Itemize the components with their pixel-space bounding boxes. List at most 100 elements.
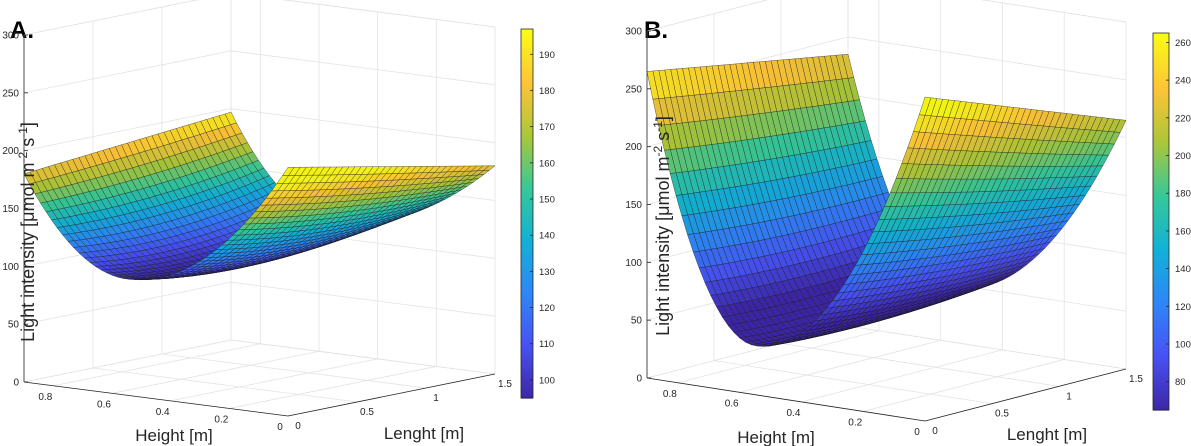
colorbar-segment (521, 271, 533, 276)
colorbar-segment (521, 281, 533, 285)
colorbar-segment (521, 241, 533, 245)
y-tick-label: 0.6 (97, 399, 111, 410)
colorbar-segment (521, 198, 533, 202)
panel-b-colorbar: 80 100 120 140 160 180 200 220 240 260 (1152, 32, 1191, 411)
panel-a: A. 05010015020025030000.20.40.60.800.511… (2, 0, 555, 445)
colorbar-segment (1153, 240, 1169, 245)
colorbar-segment (1153, 369, 1169, 373)
gridline (23, 0, 199, 36)
colorbar-segment (521, 118, 533, 122)
colorbar-segment (1153, 73, 1169, 78)
colorbar-segment (521, 314, 533, 319)
gridline (161, 353, 427, 389)
panel-a-surface (23, 111, 496, 280)
colorbar-segment (1153, 237, 1169, 241)
colorbar-segment (521, 345, 533, 350)
colorbar-segment (1153, 196, 1169, 201)
colorbar-segment (521, 41, 533, 45)
colorbar-segment (521, 72, 533, 76)
colorbar-segment (521, 388, 533, 393)
colorbar-segment (1153, 146, 1169, 150)
colorbar-segment (521, 228, 533, 233)
colorbar-segment (521, 235, 533, 239)
colorbar-segment (521, 293, 533, 298)
colorbar-segment (1153, 92, 1169, 97)
panel-a-length-label: Lenght [m] (384, 424, 464, 443)
x-axis-line (287, 373, 496, 417)
colorbar-tick-label: 190 (539, 50, 555, 61)
gridline (23, 0, 199, 36)
colorbar-segment (1153, 149, 1169, 153)
x-axis-line (924, 368, 1127, 422)
colorbar-segment (521, 216, 533, 221)
colorbar-segment (521, 305, 533, 310)
colorbar-segment (1153, 58, 1169, 62)
colorbar-segment (1153, 208, 1169, 213)
colorbar-tick-label: 160 (539, 158, 555, 169)
colorbar-segment (1153, 271, 1169, 276)
x-tick-label: 0 (295, 421, 301, 432)
colorbar-segment (521, 158, 533, 162)
z-tick-label: 0 (13, 378, 19, 389)
gridline (23, 339, 232, 383)
y-tick-label: 0.6 (725, 398, 739, 409)
colorbar-segment (1153, 218, 1169, 223)
z-tick-label: 0 (636, 374, 642, 385)
colorbar-tick-label: 140 (1175, 264, 1191, 275)
colorbar-segment (1153, 48, 1169, 53)
panel-a-colorbar: 100 110 120 130 140 150 160 170 180 190 (520, 28, 555, 399)
colorbar-segment (1153, 366, 1169, 370)
colorbar-segment (521, 358, 533, 362)
colorbar-segment (1153, 42, 1169, 47)
z-tick-label: 50 (631, 316, 643, 327)
y-tick-label: 0.4 (156, 407, 170, 418)
colorbar-segment (1153, 372, 1169, 377)
colorbar-segment (521, 330, 533, 335)
z-tick-label: 300 (2, 31, 19, 42)
colorbar-segment (521, 308, 533, 313)
colorbar-segment (521, 170, 533, 175)
colorbar-segment (1153, 331, 1169, 336)
gridline (92, 367, 358, 403)
colorbar-segment (1153, 177, 1169, 182)
colorbar-segment (1153, 388, 1169, 392)
panel-b-axes (646, 30, 1127, 422)
colorbar-segment (1153, 190, 1169, 194)
colorbar-segment (521, 361, 533, 365)
colorbar-segment (1153, 300, 1169, 304)
colorbar-segment (521, 105, 533, 110)
z-tick-label: 250 (2, 88, 19, 99)
colorbar-segment (1153, 39, 1169, 44)
colorbar-segment (521, 38, 533, 42)
colorbar-segment (1153, 83, 1169, 88)
colorbar-segment (1153, 161, 1169, 166)
gridline (677, 330, 879, 384)
colorbar-segment (1153, 400, 1169, 405)
colorbar-segment (1153, 356, 1169, 361)
colorbar-segment (1153, 80, 1169, 84)
colorbar-segment (521, 318, 533, 322)
colorbar-segment (521, 259, 533, 264)
colorbar-segment (1153, 378, 1169, 383)
colorbar-tick-label: 100 (539, 375, 555, 386)
colorbar-segment (1153, 120, 1169, 125)
colorbar-segment (1153, 186, 1169, 191)
y-tick-label: 0.2 (214, 414, 228, 425)
panel-a-z-label: Light intensity [μmol m-2 s-1] (16, 122, 38, 342)
colorbar-segment (521, 121, 533, 125)
colorbar-segment (1153, 249, 1169, 254)
colorbar-segment (1153, 105, 1169, 109)
colorbar-segment (1153, 234, 1169, 238)
colorbar-segment (1153, 152, 1169, 157)
colorbar-segment (521, 379, 533, 384)
colorbar-segment (1153, 325, 1169, 329)
z-tick-label: 150 (625, 200, 642, 211)
colorbar-segment (521, 219, 533, 224)
panel-b-ticks: 0 50 100 150 200 250 300 0 0.2 0.4 0.6 0.8 0 0.5 1 1.5 (625, 27, 1143, 439)
colorbar-segment (1153, 142, 1169, 147)
colorbar-segment (521, 133, 533, 138)
colorbar-segment (521, 302, 533, 307)
colorbar-segment (1153, 133, 1169, 138)
gridline (646, 0, 769, 32)
